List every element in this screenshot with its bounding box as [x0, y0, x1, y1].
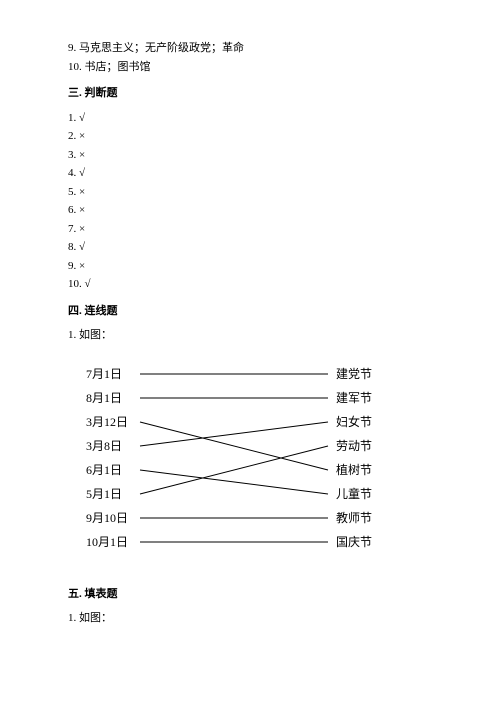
judge-item: 8. √	[68, 239, 445, 256]
match-left-label: 8月1日	[86, 391, 122, 405]
judge-item: 3. ×	[68, 147, 445, 164]
match-right-label: 妇女节	[336, 414, 372, 429]
answer-line-9: 9. 马克思主义；无产阶级政党；革命	[68, 40, 445, 57]
match-right-label: 建军节	[336, 391, 372, 405]
judge-list: 1. √ 2. × 3. × 4. √ 5. × 6. × 7. × 8. √ …	[68, 110, 445, 293]
match-right-label: 劳动节	[336, 439, 372, 453]
section4-prompt: 1. 如图：	[68, 327, 445, 344]
page: 9. 马克思主义；无产阶级政党；革命 10. 书店；图书馆 三. 判断题 1. …	[0, 0, 500, 627]
section5-title: 五. 填表题	[68, 586, 445, 603]
match-left-label: 7月1日	[86, 367, 122, 381]
judge-item: 10. √	[68, 276, 445, 293]
judge-item: 9. ×	[68, 258, 445, 275]
match-left-label: 10月1日	[86, 535, 128, 549]
judge-item: 1. √	[68, 110, 445, 127]
judge-item: 2. ×	[68, 128, 445, 145]
judge-item: 6. ×	[68, 202, 445, 219]
answer-line-10: 10. 书店；图书馆	[68, 59, 445, 76]
match-left-label: 3月12日	[86, 415, 128, 429]
matching-svg: 7月1日 8月1日 3月12日 3月8日 6月1日 5月1日 9月10日 10月1日 建党节建军…	[68, 354, 408, 574]
judge-item: 7. ×	[68, 221, 445, 238]
match-right-label: 建党节	[336, 366, 372, 381]
match-right-label: 植树节	[336, 462, 372, 477]
match-connection	[140, 446, 328, 494]
section5-prompt: 1. 如图：	[68, 610, 445, 627]
match-left-label: 9月10日	[86, 511, 128, 525]
section4-title: 四. 连线题	[68, 303, 445, 320]
judge-item: 4. √	[68, 165, 445, 182]
match-right-label: 国庆节	[336, 535, 372, 549]
matching-diagram: 7月1日 8月1日 3月12日 3月8日 6月1日 5月1日 9月10日 10月1日 建党节建军…	[68, 354, 445, 574]
match-connection	[140, 422, 328, 470]
match-connection	[140, 422, 328, 446]
match-left-label: 3月8日	[86, 439, 122, 453]
section3-title: 三. 判断题	[68, 85, 445, 102]
match-right-label: 教师节	[336, 510, 372, 525]
match-left-label: 6月1日	[86, 463, 122, 477]
match-connection	[140, 470, 328, 494]
match-right-label: 儿童节	[336, 486, 372, 501]
match-left-label: 5月1日	[86, 487, 122, 501]
judge-item: 5. ×	[68, 184, 445, 201]
